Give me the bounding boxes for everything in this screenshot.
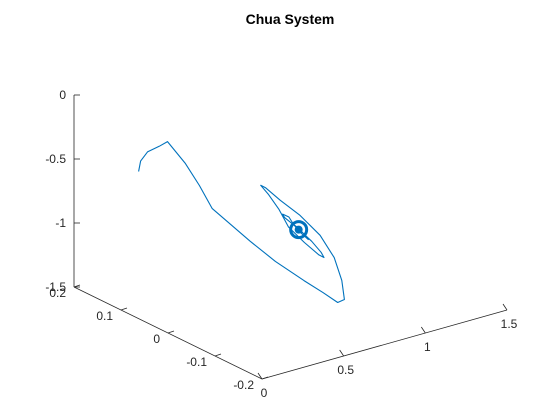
y-tick-mark bbox=[339, 349, 344, 357]
chart-title: Chua System bbox=[246, 11, 335, 27]
x-tick-label: 0.2 bbox=[49, 286, 66, 300]
y-tick-label: 0 bbox=[261, 386, 268, 400]
x-tick-label: 0 bbox=[153, 332, 160, 346]
y-tick-mark bbox=[421, 326, 426, 334]
x-tick-label: 0.1 bbox=[96, 309, 113, 323]
axes bbox=[73, 94, 508, 380]
y-tick-label: 1 bbox=[424, 340, 431, 354]
y-axis-line bbox=[261, 309, 508, 380]
y-tick-mark bbox=[257, 372, 263, 380]
x-tick-mark bbox=[73, 284, 81, 288]
tick-labels: 0 -0.5 -1 -1.50.2 0.1 0 -0.1 -0.2 0 0.5 1 1.5 bbox=[45, 88, 517, 400]
x-tick-mark bbox=[167, 330, 175, 334]
x-tick-label: -0.2 bbox=[233, 378, 254, 392]
y-tick-label: 1.5 bbox=[501, 317, 518, 331]
x-tick-label: -0.1 bbox=[186, 355, 207, 369]
x-tick-mark bbox=[120, 307, 128, 311]
x-tick-mark bbox=[214, 353, 222, 357]
attractor-center bbox=[294, 225, 303, 234]
z-tick-label: 0 bbox=[59, 88, 66, 102]
z-tick-label: -1 bbox=[55, 216, 66, 230]
y-tick-label: 0.5 bbox=[337, 363, 354, 377]
x-tick-mark bbox=[261, 376, 269, 380]
series-line bbox=[138, 141, 345, 304]
attractor-core bbox=[289, 220, 309, 240]
z-tick-label: -1.5 bbox=[45, 280, 66, 294]
series-group bbox=[138, 141, 345, 304]
z-tick-label: -0.5 bbox=[45, 152, 66, 166]
y-tick-mark bbox=[502, 303, 508, 311]
